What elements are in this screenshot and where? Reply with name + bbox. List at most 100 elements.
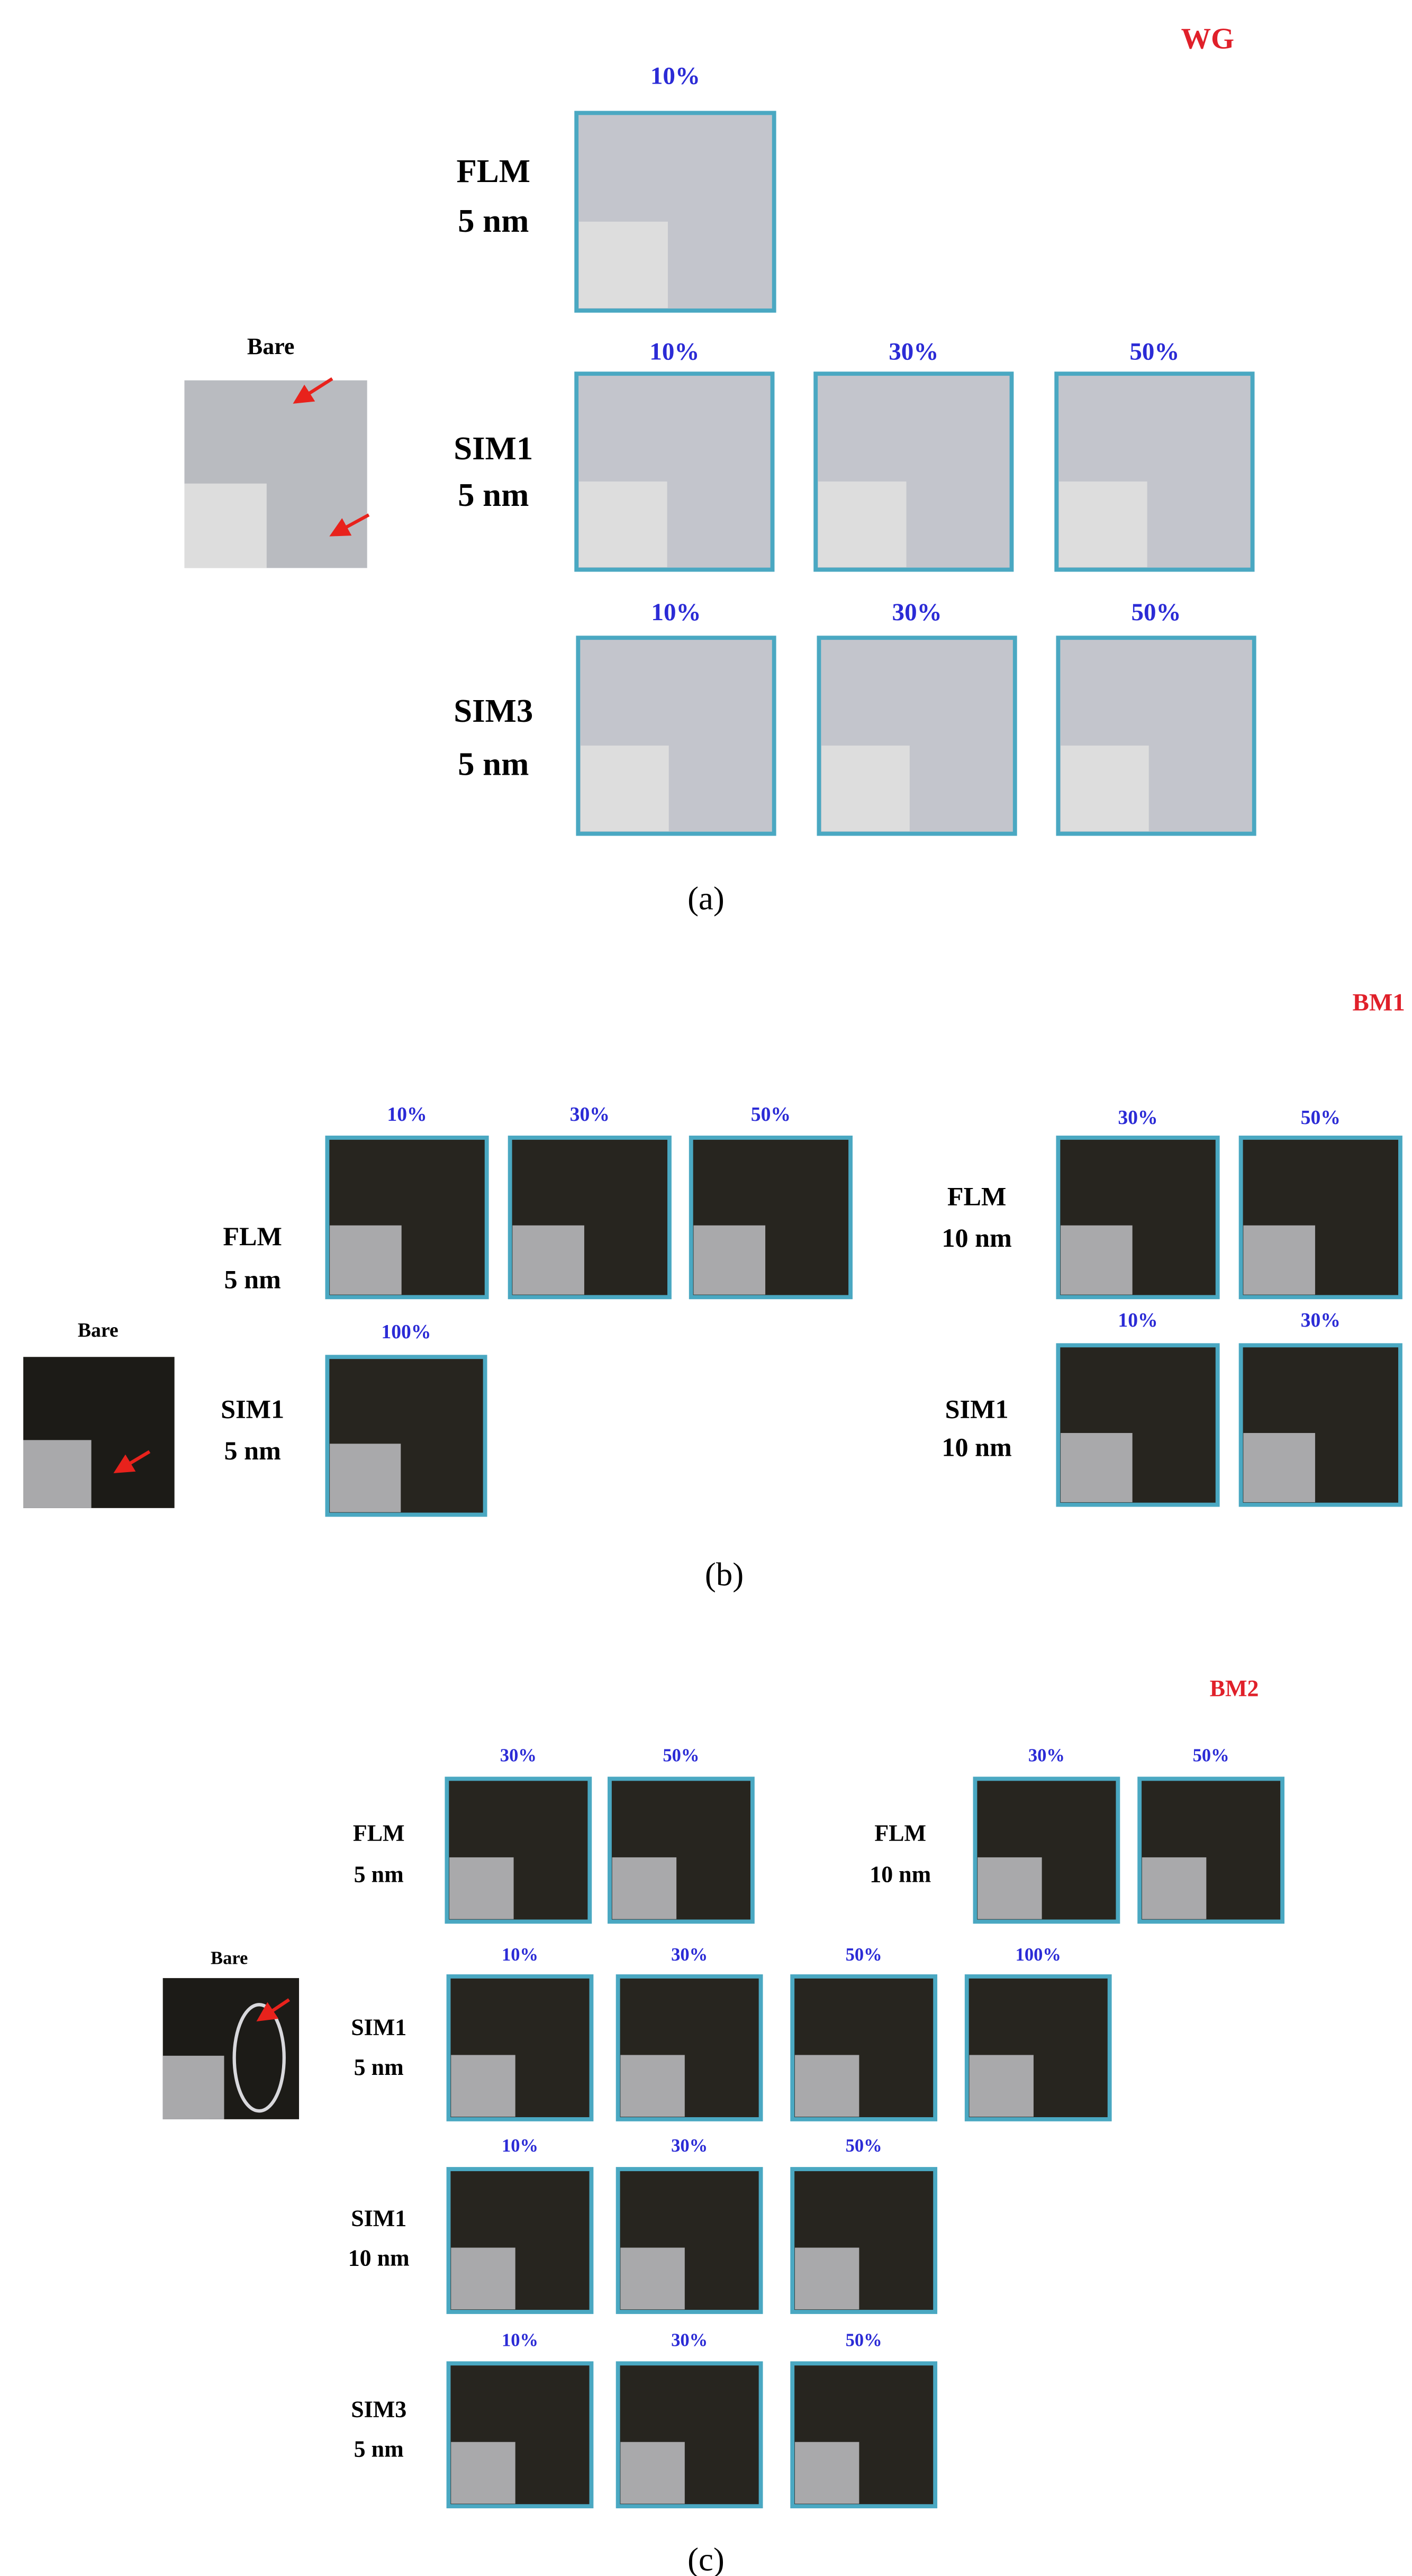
row-label: 10 nm xyxy=(870,1862,931,1888)
percent-label: 50% xyxy=(1301,1106,1341,1129)
row-label: 10 nm xyxy=(942,1223,1012,1253)
percent-label: 30% xyxy=(1118,1106,1157,1129)
row-label: 5 nm xyxy=(458,476,529,513)
sample-image xyxy=(790,1974,938,2121)
red-arrow xyxy=(293,377,333,404)
bare-label: Bare xyxy=(211,1948,248,1968)
row-label: 5 nm xyxy=(458,745,529,782)
percent-label: 30% xyxy=(1028,1746,1065,1766)
panel-caption: (c) xyxy=(687,2541,725,2576)
row-label: SIM1 xyxy=(351,2014,406,2040)
sample-inset xyxy=(578,221,668,309)
sample-inset xyxy=(449,1857,514,1919)
row-label: FLM xyxy=(353,1820,405,1846)
sample-image xyxy=(790,2361,938,2509)
row-label: 5 nm xyxy=(224,1436,280,1465)
row-label: SIM1 xyxy=(221,1394,284,1423)
percent-label: 10% xyxy=(502,1945,538,1965)
panel-caption: (a) xyxy=(687,880,725,917)
sample-inset xyxy=(1061,745,1149,831)
sample-inset xyxy=(1243,1225,1315,1295)
percent-label: 50% xyxy=(846,2136,882,2156)
percent-label: 50% xyxy=(1129,338,1179,365)
sample-inset xyxy=(451,2247,515,2310)
sample-inset xyxy=(1058,481,1147,567)
bare-label: Bare xyxy=(78,1319,119,1341)
sample-inset xyxy=(794,2247,859,2310)
row-label: FLM xyxy=(874,1820,926,1846)
sample-inset xyxy=(330,1444,401,1512)
percent-label: 30% xyxy=(671,2136,708,2156)
sample-image xyxy=(446,2167,594,2314)
percent-label: 10% xyxy=(649,338,699,365)
sample-inset xyxy=(821,745,910,831)
row-label: 10 nm xyxy=(942,1432,1012,1462)
row-label: SIM1 xyxy=(945,1394,1009,1423)
percent-label: 100% xyxy=(1016,1945,1061,1965)
sample-inset xyxy=(1061,1225,1133,1295)
percent-label: 10% xyxy=(502,2330,538,2350)
sample-inset xyxy=(818,481,907,567)
sample-inset xyxy=(1142,1857,1207,1919)
percent-label: 30% xyxy=(892,598,942,626)
row-label: SIM3 xyxy=(454,692,533,729)
panel-caption: (b) xyxy=(705,1556,744,1593)
panel-tag: BM1 xyxy=(1352,989,1405,1017)
sample-image xyxy=(616,2167,763,2314)
sample-inset xyxy=(969,2055,1034,2117)
sample-inset xyxy=(451,2055,515,2117)
percent-label: 50% xyxy=(751,1103,791,1126)
row-label: 10 nm xyxy=(348,2245,410,2271)
percent-label: 100% xyxy=(381,1321,431,1343)
sample-inset xyxy=(620,2442,685,2504)
percent-label: 10% xyxy=(650,62,700,89)
row-label: SIM1 xyxy=(351,2205,406,2231)
percent-label: 30% xyxy=(570,1103,610,1126)
row-label: 5 nm xyxy=(354,1862,404,1888)
red-arrow xyxy=(113,1450,151,1474)
bare-inset xyxy=(162,2055,224,2119)
row-label: 5 nm xyxy=(354,2054,404,2080)
bare-inset xyxy=(184,483,267,568)
sample-inset xyxy=(612,1857,677,1919)
percent-label: 30% xyxy=(671,2330,708,2350)
percent-label: 10% xyxy=(502,2136,538,2156)
sample-inset xyxy=(451,2442,515,2504)
sample-image xyxy=(689,1136,853,1300)
sample-inset xyxy=(794,2442,859,2504)
percent-label: 50% xyxy=(1193,1746,1229,1766)
percent-label: 50% xyxy=(1132,598,1181,626)
red-arrow xyxy=(329,513,370,537)
row-label: FLM xyxy=(457,152,530,189)
percent-label: 30% xyxy=(889,338,938,365)
sample-inset xyxy=(794,2055,859,2117)
percent-label: 50% xyxy=(663,1746,699,1766)
row-label: 5 nm xyxy=(458,202,529,239)
percent-label: 30% xyxy=(1301,1309,1341,1331)
percent-label: 50% xyxy=(846,1945,882,1965)
percent-label: 30% xyxy=(500,1746,537,1766)
row-label: FLM xyxy=(223,1221,282,1251)
percent-label: 10% xyxy=(1118,1309,1157,1331)
panel-tag: WG xyxy=(1181,22,1234,55)
red-arrow xyxy=(256,1998,290,2022)
bare-label: Bare xyxy=(247,333,294,359)
row-label: 5 nm xyxy=(224,1265,280,1294)
sample-inset xyxy=(977,1857,1042,1919)
sample-inset xyxy=(1243,1433,1315,1502)
sample-inset xyxy=(330,1225,402,1295)
sample-inset xyxy=(1061,1433,1133,1502)
row-label: SIM3 xyxy=(351,2396,406,2422)
row-label: FLM xyxy=(947,1182,1007,1211)
sample-inset xyxy=(581,745,669,831)
percent-label: 10% xyxy=(651,598,701,626)
percent-label: 50% xyxy=(846,2330,882,2350)
sample-inset xyxy=(620,2247,685,2310)
sample-inset xyxy=(620,2055,685,2117)
bare-inset xyxy=(23,1440,92,1508)
sample-inset xyxy=(512,1225,584,1295)
panel-tag: BM2 xyxy=(1210,1675,1259,1701)
sample-inset xyxy=(578,481,667,567)
